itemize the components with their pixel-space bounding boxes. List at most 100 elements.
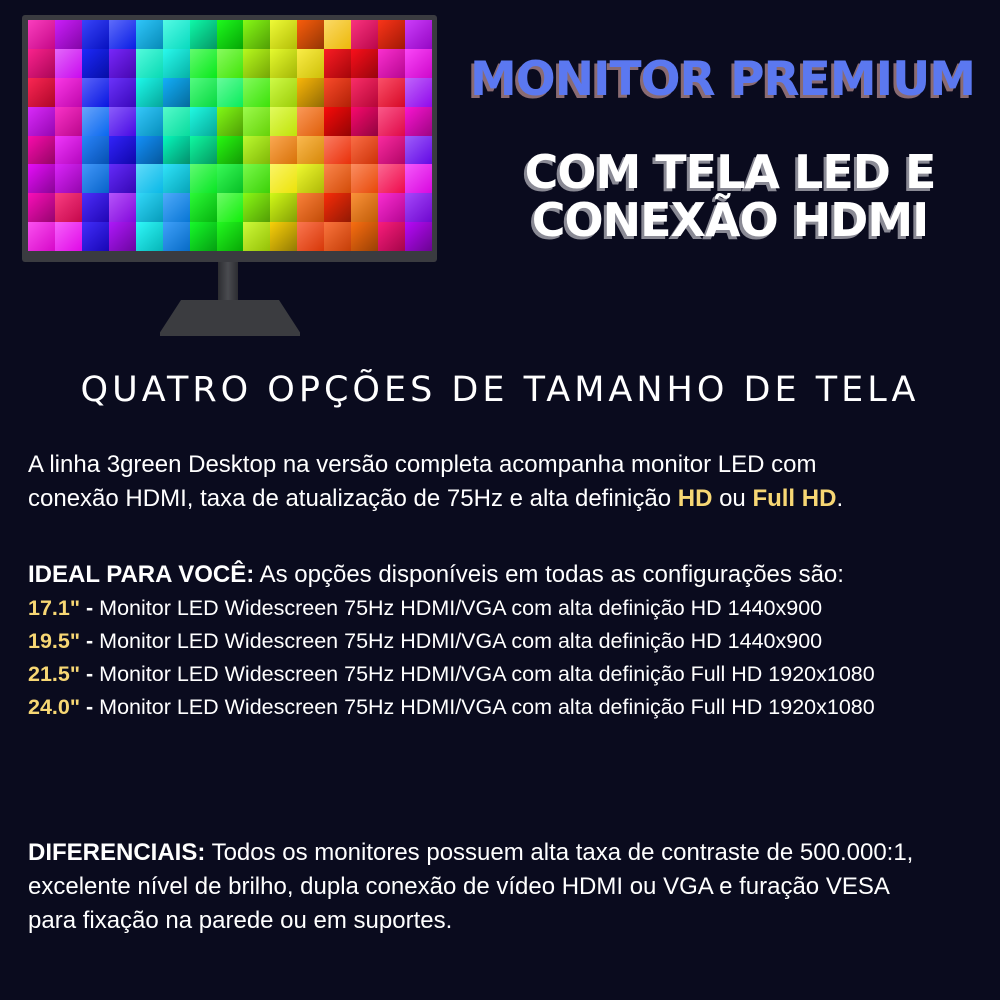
screen-cube [378, 135, 407, 166]
diferenciais-line-1: DIFERENCIAIS: Todos os monitores possuem… [28, 836, 913, 870]
screen-cube [243, 164, 272, 195]
screen-cube [81, 20, 110, 50]
screen-cube [324, 164, 353, 195]
option-desc: Monitor LED Widescreen 75Hz HDMI/VGA com… [99, 629, 823, 653]
headline-subtitle: COM TELA LED E CONEXÃO HDMI [480, 148, 980, 244]
screen-cube [297, 20, 326, 50]
screen-cube [162, 135, 191, 166]
option-size: 24.0" [28, 695, 81, 719]
screen-cube [243, 77, 272, 108]
screen-cube [378, 20, 407, 50]
screen-cube [270, 193, 299, 224]
screen-cube [28, 193, 56, 224]
screen-cube [324, 106, 353, 137]
screen-cube [324, 20, 353, 50]
screen-cube [351, 135, 380, 166]
screen-cube [324, 135, 353, 166]
option-desc: Monitor LED Widescreen 75Hz HDMI/VGA com… [99, 662, 875, 686]
screen-cube [270, 48, 299, 79]
screen-cube [54, 164, 83, 195]
screen-cube [162, 77, 191, 108]
screen-cube [28, 20, 56, 50]
screen-cube [135, 48, 164, 79]
screen-cube [351, 164, 380, 195]
screen-cube [243, 135, 272, 166]
screen-cube [243, 48, 272, 79]
screen-cube [270, 164, 299, 195]
screen-cube [270, 20, 299, 50]
screen-cube [324, 222, 353, 251]
screen-cube [297, 77, 326, 108]
screen-cube [135, 135, 164, 166]
screen-cube [28, 222, 56, 251]
screen-cube [270, 77, 299, 108]
intro-or: ou [712, 485, 753, 512]
intro-end: . [836, 485, 844, 512]
screen-cube [216, 222, 245, 251]
screen-cube [297, 222, 326, 251]
screen-cube [81, 135, 110, 166]
option-desc: Monitor LED Widescreen 75Hz HDMI/VGA com… [99, 596, 823, 620]
screen-cube [162, 164, 191, 195]
screen-cube [297, 48, 326, 79]
intro-line-2: conexão HDMI, taxa de atualização de 75H… [28, 482, 843, 516]
screen-cube [28, 164, 56, 195]
screen-cube [243, 20, 272, 50]
screen-cube [405, 193, 432, 224]
screen-cube [297, 106, 326, 137]
screen-cube [405, 48, 432, 79]
screen-cube [216, 77, 245, 108]
screen-cube [81, 48, 110, 79]
screen-cube [108, 193, 137, 224]
screen-cube [81, 164, 110, 195]
option-desc: Monitor LED Widescreen 75Hz HDMI/VGA com… [99, 695, 875, 719]
screen-cube [108, 164, 137, 195]
list-item: 19.5" - Monitor LED Widescreen 75Hz HDMI… [28, 625, 875, 658]
screen-cube [189, 135, 218, 166]
monitor-stand-base [160, 300, 300, 336]
screen-cube [351, 106, 380, 137]
screen-cube [351, 20, 380, 50]
screen-cube [28, 135, 56, 166]
screen-cube [54, 106, 83, 137]
screen-cube [108, 135, 137, 166]
screen-cube [189, 222, 218, 251]
screen-cube [162, 48, 191, 79]
screen-cube [54, 48, 83, 79]
screen-cube [378, 222, 407, 251]
screen-cube [135, 222, 164, 251]
screen-cube [405, 20, 432, 50]
screen-cube [378, 164, 407, 195]
screen-cube [297, 164, 326, 195]
screen-cube [324, 77, 353, 108]
ideal-label: IDEAL PARA VOCÊ: [28, 561, 255, 588]
section-title: QUATRO OPÇÕES DE TAMANHO DE TELA [80, 370, 920, 410]
screen-cube [216, 48, 245, 79]
screen-cube [243, 222, 272, 251]
screen-cube [243, 106, 272, 137]
headline-line-3: CONEXÃO HDMI [531, 193, 930, 247]
screen-cube [108, 48, 137, 79]
screen-cube [216, 193, 245, 224]
diferenciais-label: DIFERENCIAIS: [28, 839, 206, 866]
screen-cube [216, 135, 245, 166]
list-item: 17.1" - Monitor LED Widescreen 75Hz HDMI… [28, 592, 875, 625]
screen-cube [405, 106, 432, 137]
screen-cube [378, 193, 407, 224]
screen-cube [162, 193, 191, 224]
option-size: 17.1" [28, 596, 81, 620]
screen-cube [216, 164, 245, 195]
screen-cube [351, 77, 380, 108]
full-hd-highlight: Full HD [752, 485, 837, 512]
option-size: 21.5" [28, 662, 81, 686]
screen-cube [189, 48, 218, 79]
screen-cube [216, 20, 245, 50]
option-sep: - [80, 695, 100, 719]
screen-cube [28, 106, 56, 137]
screen-cube [108, 222, 137, 251]
list-item: 24.0" - Monitor LED Widescreen 75Hz HDMI… [28, 691, 875, 724]
screen-cube [378, 77, 407, 108]
screen-cube [135, 77, 164, 108]
screen-cube [378, 106, 407, 137]
headline-line-2: COM TELA LED E [524, 145, 937, 199]
